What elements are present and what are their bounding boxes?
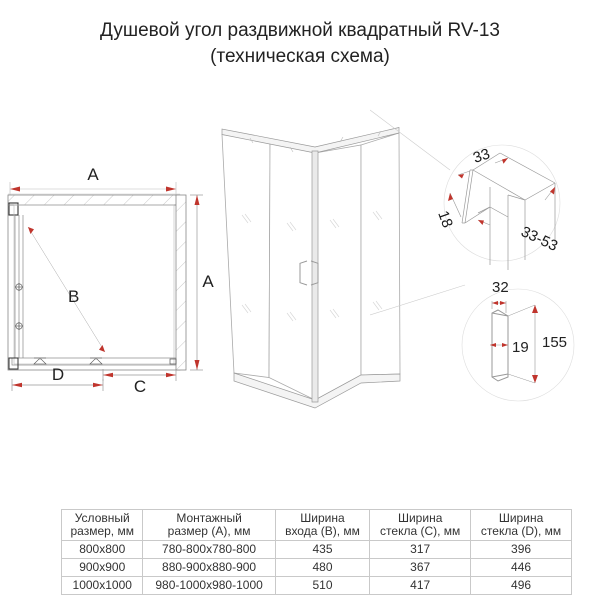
svg-text:A: A: [87, 165, 99, 184]
svg-text:B: B: [68, 287, 79, 306]
svg-text:D: D: [52, 365, 64, 384]
svg-text:32: 32: [492, 279, 509, 296]
svg-text:155: 155: [542, 334, 567, 351]
svg-text:C: C: [134, 377, 146, 396]
svg-text:19: 19: [512, 339, 529, 356]
